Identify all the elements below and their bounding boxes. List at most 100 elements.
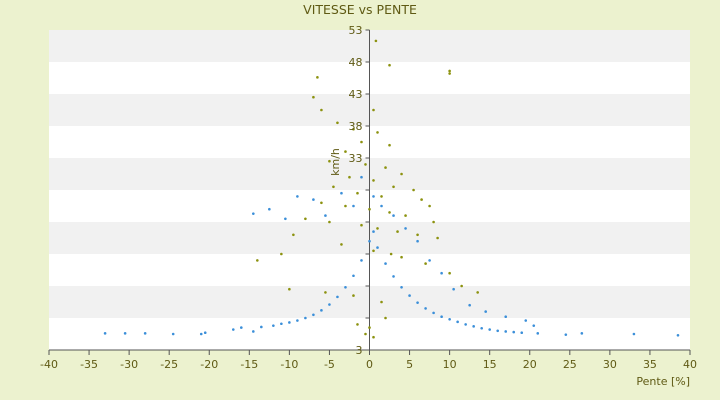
data-point — [352, 294, 355, 297]
x-tick-label: -35 — [80, 358, 98, 371]
data-point — [388, 143, 391, 147]
x-tick-label: 40 — [683, 358, 697, 371]
data-point — [392, 275, 395, 278]
data-point — [484, 310, 487, 313]
data-point — [428, 259, 431, 262]
tick-labels: -40 -35 -30 -25 -20 -15 -10 -5 0 5 10 15 20 25 30 35 40 3… — [40, 24, 697, 371]
data-point — [392, 185, 395, 189]
y-tick-label: 53 — [349, 24, 363, 37]
data-point — [340, 243, 343, 246]
data-point — [504, 330, 508, 333]
x-tick-label: 35 — [643, 358, 657, 371]
data-point — [240, 326, 243, 329]
data-point — [392, 214, 395, 217]
data-point — [260, 325, 263, 329]
data-point — [304, 316, 307, 320]
data-point — [376, 246, 379, 249]
data-point — [404, 214, 407, 217]
data-point — [504, 315, 508, 319]
data-point — [416, 239, 419, 243]
data-point — [336, 295, 339, 299]
data-point — [384, 316, 387, 320]
data-point — [312, 95, 315, 99]
data-point — [464, 323, 467, 326]
data-point — [384, 166, 387, 169]
data-point — [432, 311, 435, 315]
data-point — [380, 195, 383, 198]
data-point — [336, 121, 339, 125]
data-point — [388, 63, 391, 67]
data-point — [360, 140, 363, 144]
x-tick-label: -10 — [280, 358, 298, 371]
data-point — [344, 150, 347, 153]
data-point — [268, 207, 271, 211]
data-point — [448, 317, 451, 321]
data-point — [272, 324, 275, 327]
data-point — [372, 179, 375, 182]
data-point — [376, 131, 379, 134]
x-tick-label: 5 — [406, 358, 413, 371]
data-point — [436, 236, 439, 240]
x-tick-label: -30 — [120, 358, 138, 371]
data-point — [296, 319, 299, 322]
y-tick-label: 33 — [349, 152, 363, 165]
data-point — [532, 324, 536, 327]
x-tick-label: 15 — [483, 358, 497, 371]
data-point — [416, 301, 419, 304]
data-point — [344, 204, 347, 208]
data-point — [352, 274, 355, 278]
data-point — [199, 332, 203, 336]
data-point — [460, 284, 463, 288]
data-point — [396, 230, 399, 233]
x-tick-label: -15 — [240, 358, 258, 371]
data-point — [372, 108, 375, 112]
data-point — [320, 201, 323, 205]
data-point — [428, 204, 431, 208]
data-point — [364, 163, 367, 166]
data-point — [231, 328, 235, 331]
data-point — [424, 262, 427, 265]
data-point — [203, 331, 207, 335]
data-point — [524, 319, 528, 322]
data-point — [324, 291, 327, 294]
y-tick-label: 43 — [349, 88, 363, 101]
data-point — [328, 159, 331, 163]
x-tick-label: 10 — [443, 358, 457, 371]
data-point — [496, 329, 500, 333]
data-point — [312, 198, 315, 201]
data-point — [380, 300, 383, 304]
data-point — [324, 214, 327, 217]
data-point — [372, 230, 375, 233]
data-point — [256, 259, 259, 262]
data-point — [171, 332, 175, 336]
data-point — [296, 195, 299, 198]
data-point — [103, 332, 107, 335]
axes — [48, 29, 691, 355]
data-point — [520, 331, 524, 335]
data-point — [340, 191, 343, 195]
data-point — [468, 303, 471, 307]
data-point — [372, 195, 375, 198]
y-tick-label: 3 — [356, 344, 363, 357]
data-point — [316, 76, 319, 79]
data-point — [536, 332, 540, 335]
data-point — [389, 252, 393, 256]
data-point — [143, 332, 147, 335]
data-point — [280, 252, 283, 256]
data-point — [288, 287, 291, 291]
data-point — [328, 220, 331, 224]
data-point — [360, 223, 363, 227]
data-point — [356, 323, 359, 326]
data-point — [380, 204, 383, 208]
data-point — [448, 271, 451, 275]
data-point — [360, 175, 363, 179]
data-point — [372, 335, 375, 339]
data-point — [412, 188, 415, 192]
data-point — [424, 307, 427, 310]
x-tick-label: 25 — [563, 358, 577, 371]
data-point — [252, 212, 255, 215]
data-point — [348, 175, 351, 179]
data-point — [512, 330, 516, 334]
